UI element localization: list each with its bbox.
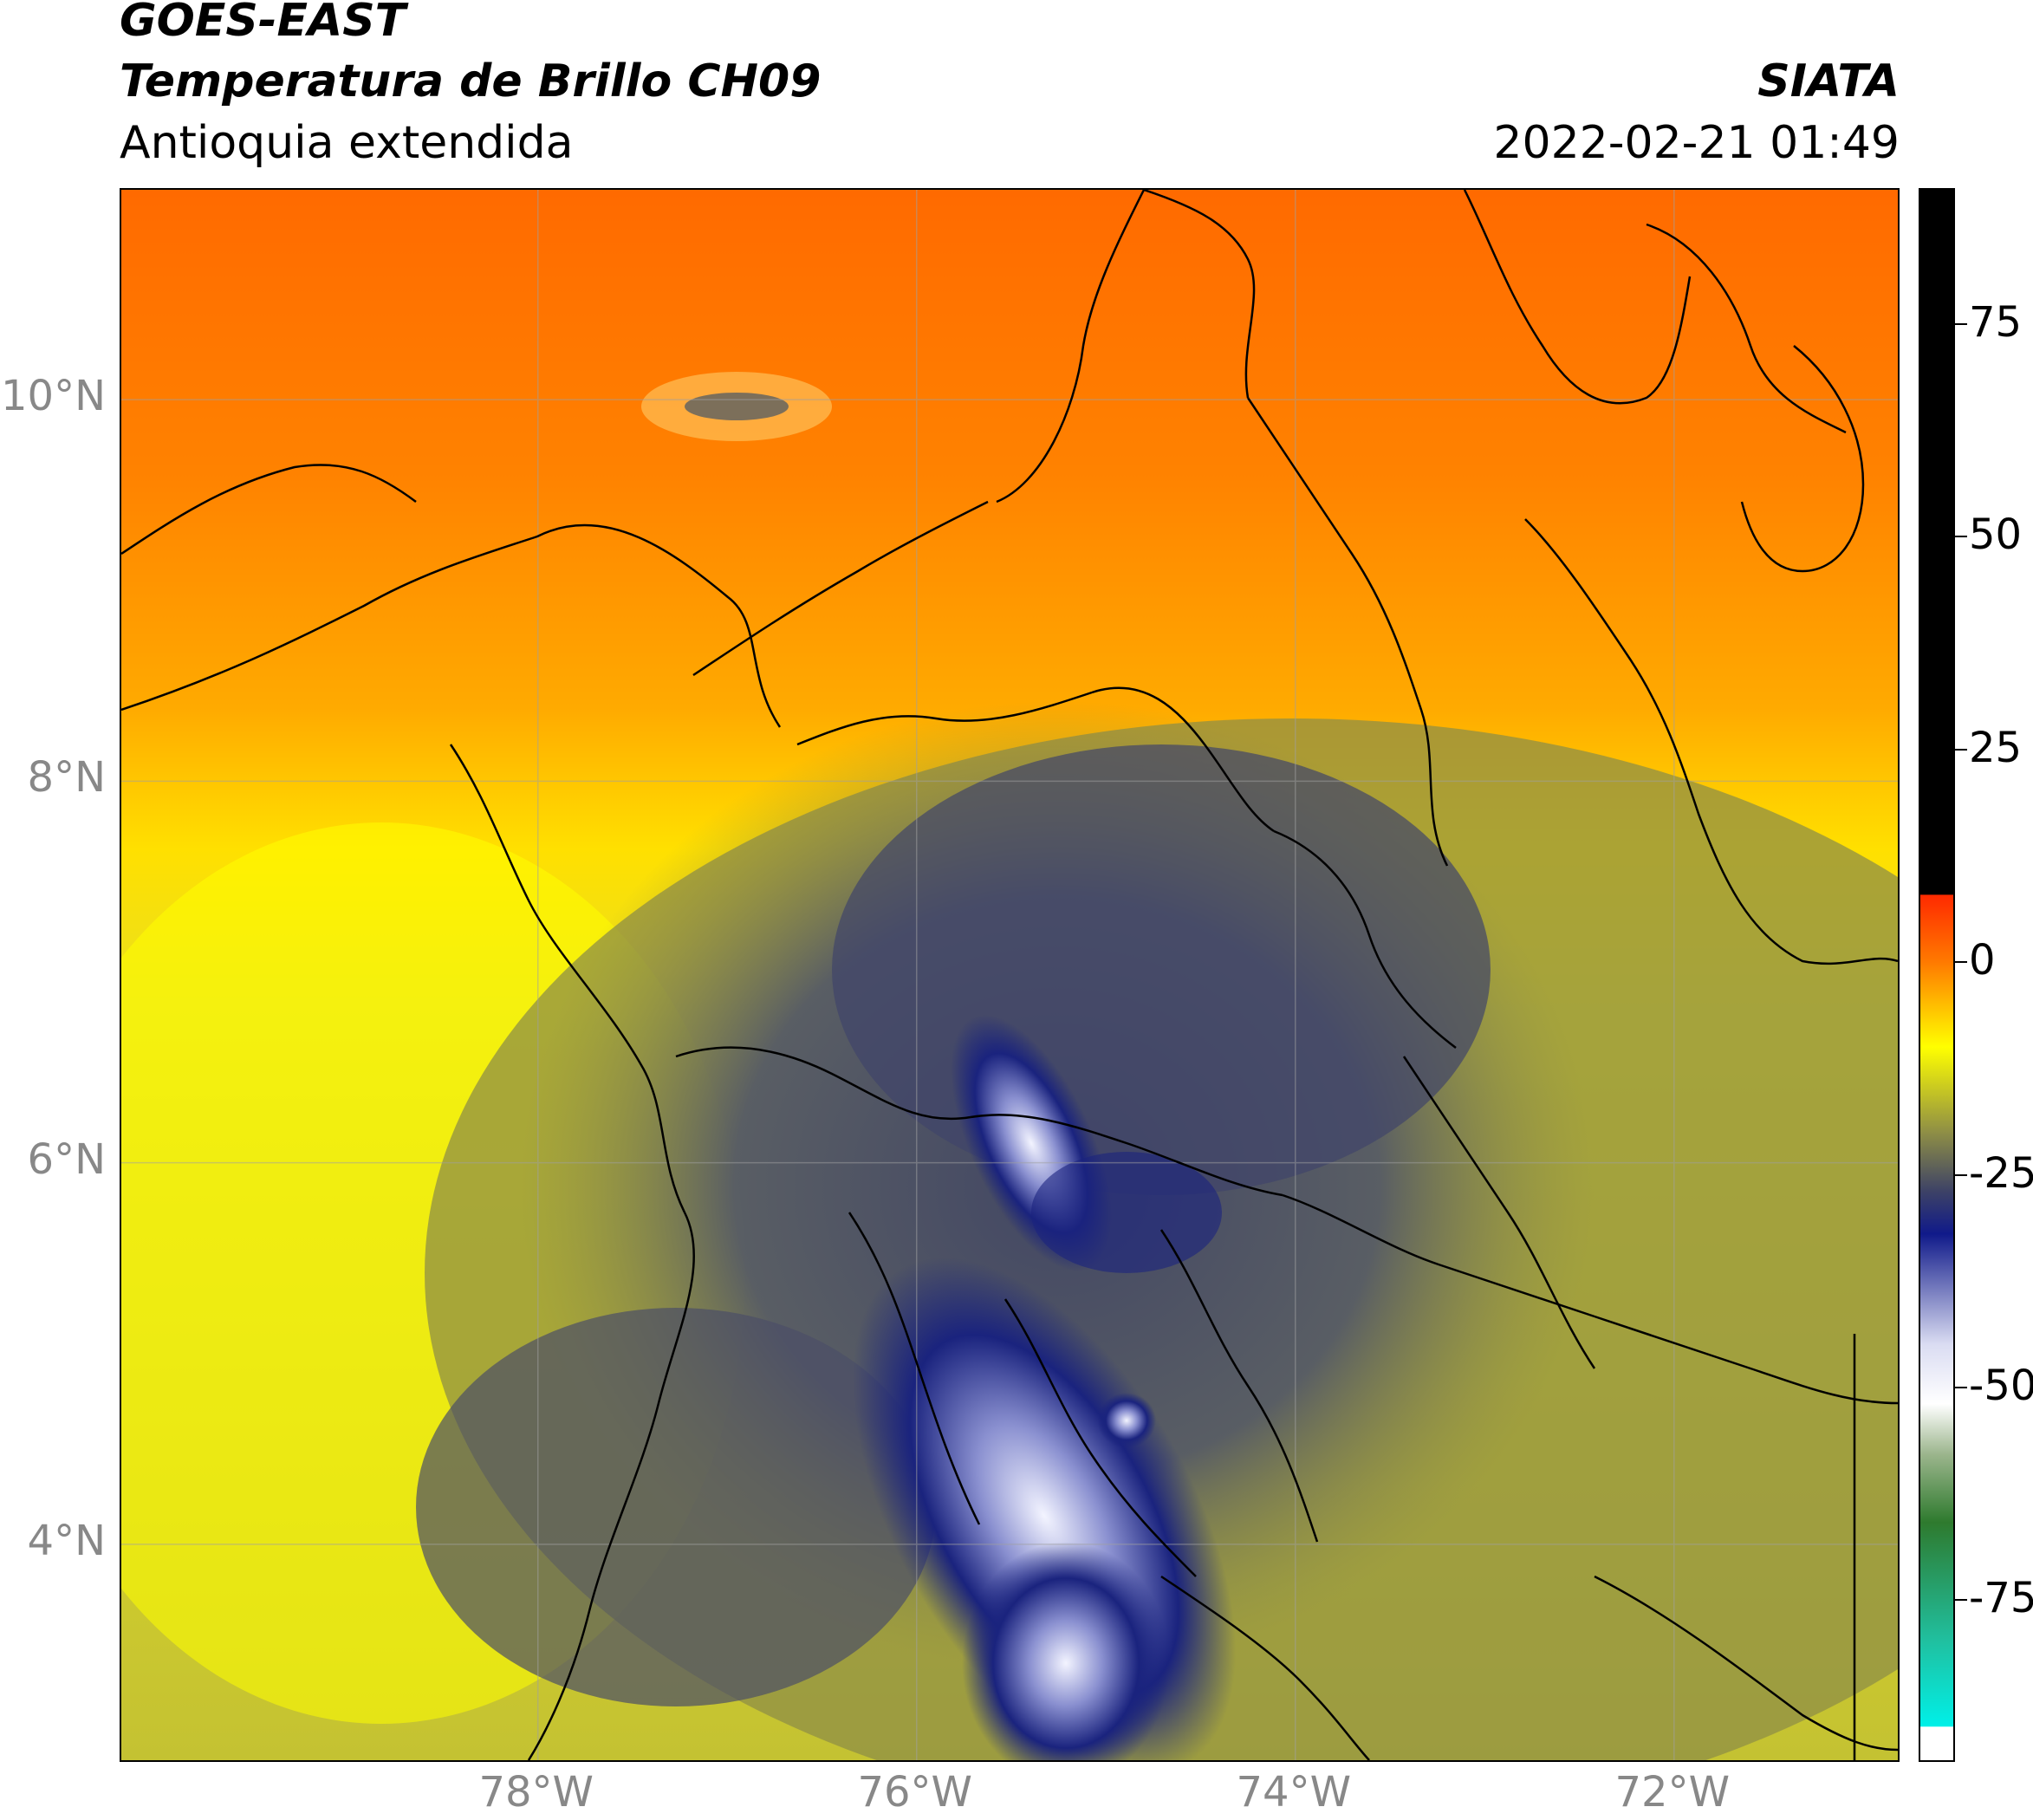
colorbar-tick-label: 0 — [1969, 936, 1996, 985]
colorbar-tick-label: -50 — [1969, 1362, 2033, 1411]
colorbar — [1919, 188, 1955, 1762]
colorbar-tick-mark — [1955, 748, 1967, 751]
colorbar-tick-label: 75 — [1969, 298, 2023, 348]
lat-tick-label: 6°N — [27, 1134, 106, 1184]
datetime-label: 2022-02-21 01:49 — [1493, 117, 1900, 169]
colorbar-tick-mark — [1955, 961, 1967, 964]
lon-tick-label: 78°W — [478, 1768, 594, 1817]
map-panel — [120, 188, 1900, 1762]
lat-tick-label: 10°N — [1, 372, 106, 421]
product-title: Temperatura de Brillo CH09 — [120, 55, 822, 107]
region-subtitle: Antioquia extendida — [120, 117, 574, 169]
colorbar-tick-mark — [1955, 1387, 1967, 1389]
colorbar-tick-label: 25 — [1969, 723, 2023, 772]
colorbar-tick-label: -75 — [1969, 1574, 2033, 1623]
colorbar-tick-mark — [1955, 536, 1967, 538]
graticule — [121, 190, 1898, 1760]
borders — [121, 190, 1898, 1760]
lat-tick-label: 8°N — [27, 753, 106, 803]
colorbar-tick-mark — [1955, 323, 1967, 326]
institution-label: SIATA — [1757, 55, 1900, 107]
satellite-title: GOES-EAST — [120, 0, 406, 47]
colorbar-tick-mark — [1955, 1599, 1967, 1602]
colorbar-tick-label: -25 — [1969, 1148, 2033, 1198]
lat-tick-label: 4°N — [27, 1516, 106, 1565]
lon-tick-label: 72°W — [1614, 1768, 1731, 1817]
colorbar-tick-mark — [1955, 1173, 1967, 1176]
lon-tick-label: 74°W — [1236, 1768, 1352, 1817]
map-canvas — [121, 190, 1898, 1760]
lon-tick-label: 76°W — [857, 1768, 972, 1817]
colorbar-tick-label: 50 — [1969, 510, 2023, 560]
